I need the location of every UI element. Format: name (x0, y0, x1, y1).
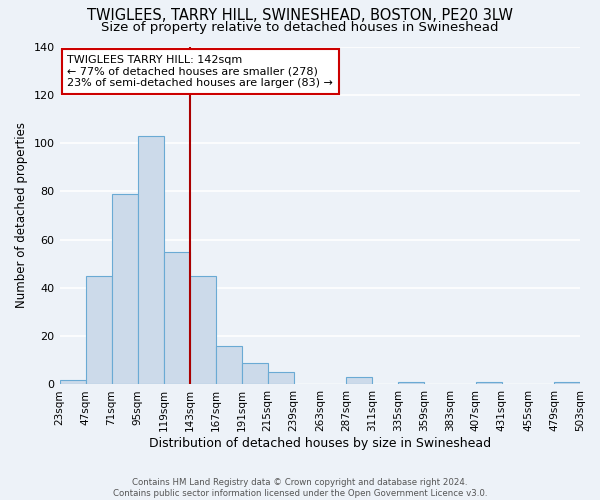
Bar (398, 382, 424, 384)
Bar (554, 382, 580, 384)
Text: Contains HM Land Registry data © Crown copyright and database right 2024.
Contai: Contains HM Land Registry data © Crown c… (113, 478, 487, 498)
Bar (242, 362, 268, 384)
Bar (215, 346, 242, 385)
Text: TWIGLEES TARRY HILL: 142sqm
← 77% of detached houses are smaller (278)
23% of se: TWIGLEES TARRY HILL: 142sqm ← 77% of det… (67, 55, 333, 88)
X-axis label: Distribution of detached houses by size in Swineshead: Distribution of detached houses by size … (149, 437, 491, 450)
Y-axis label: Number of detached properties: Number of detached properties (15, 122, 28, 308)
Bar (59, 380, 86, 384)
Bar (86, 276, 112, 384)
Bar (190, 276, 215, 384)
Bar (268, 372, 294, 384)
Bar (112, 194, 137, 384)
Text: Size of property relative to detached houses in Swineshead: Size of property relative to detached ho… (101, 21, 499, 34)
Bar (346, 377, 372, 384)
Bar (164, 252, 190, 384)
Bar (137, 136, 164, 384)
Text: TWIGLEES, TARRY HILL, SWINESHEAD, BOSTON, PE20 3LW: TWIGLEES, TARRY HILL, SWINESHEAD, BOSTON… (87, 8, 513, 22)
Bar (476, 382, 502, 384)
